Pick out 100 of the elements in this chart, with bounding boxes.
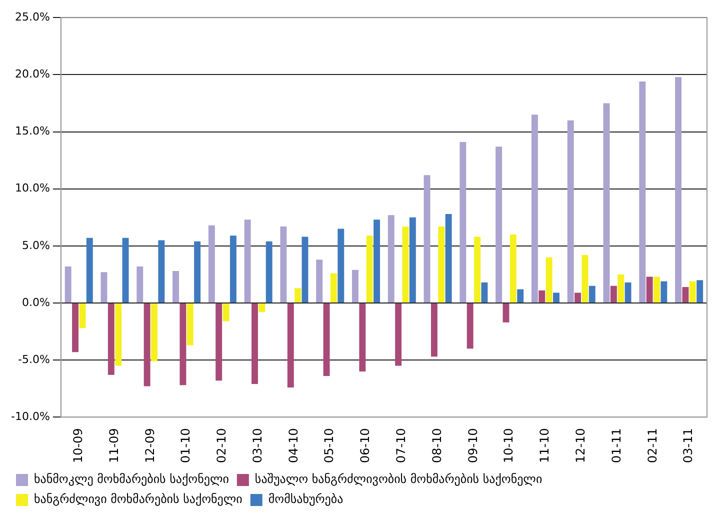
bar [72, 303, 78, 352]
bar [654, 276, 660, 302]
bar [553, 292, 560, 302]
legend-label: საშუალო ხანგრძლივობის მოხმარების საქონელი [254, 472, 542, 486]
bar [588, 286, 596, 302]
bar [531, 114, 538, 302]
bar [510, 234, 516, 302]
bar [222, 303, 230, 322]
bar [194, 241, 201, 302]
bar [395, 303, 402, 366]
bar [639, 82, 646, 302]
bar [438, 226, 445, 302]
bar [646, 276, 653, 302]
bar [294, 288, 302, 302]
legend-label: ხანმოკლე მოხმარების საქონელი [34, 472, 229, 486]
legend-label: ხანგრძლივი მოხმარების საქონელი [34, 492, 242, 506]
bar [603, 103, 610, 302]
bar [388, 215, 394, 302]
x-tick-label: 01-11 [609, 428, 624, 464]
bar [424, 175, 430, 302]
y-tick-label: -10.0% [10, 410, 50, 423]
x-tick-label: 12-10 [573, 428, 588, 464]
y-tick-label: 15.0% [14, 124, 50, 138]
bar [675, 76, 682, 302]
x-tick-label: 03-10 [250, 428, 264, 464]
bar [266, 241, 272, 302]
bar [208, 225, 215, 302]
bar [252, 303, 258, 384]
bar [172, 271, 180, 302]
bar [474, 236, 481, 302]
bar [517, 289, 524, 302]
bar [374, 220, 380, 302]
bar [244, 220, 251, 302]
bar [338, 228, 344, 302]
x-tick-label: 08-10 [430, 428, 444, 464]
bar [216, 303, 222, 381]
x-tick-label: 04-10 [286, 428, 300, 464]
bar [546, 257, 552, 302]
bar [144, 303, 150, 386]
bar [660, 281, 668, 302]
bar [79, 303, 86, 328]
bar [618, 274, 624, 302]
bar [366, 236, 373, 302]
x-tick-label: 02-11 [645, 428, 660, 464]
x-tick-label: 11-10 [538, 428, 552, 464]
bar [430, 303, 438, 357]
bar [689, 281, 696, 302]
bar [136, 266, 144, 302]
bar [445, 214, 452, 302]
bar [696, 280, 704, 302]
x-tick-label: 10-10 [502, 428, 516, 464]
legend-label: მომსახურება [268, 492, 344, 506]
x-tick-label: 09-10 [466, 428, 480, 464]
bar [481, 282, 488, 302]
bar [610, 286, 617, 302]
bar [316, 260, 323, 302]
y-tick-label: 20.0% [14, 68, 50, 81]
bar [682, 287, 689, 302]
bar [330, 273, 337, 302]
y-tick-label: 25.0% [14, 10, 50, 24]
bar [466, 303, 474, 349]
bar [151, 303, 158, 362]
x-tick-label: 05-10 [322, 428, 336, 464]
bar [115, 303, 122, 366]
bar [496, 146, 502, 302]
bar [122, 238, 129, 302]
bar [567, 120, 574, 302]
bar [302, 236, 308, 302]
bar [574, 292, 582, 302]
bar [100, 272, 108, 302]
x-tick-label: 10-09 [70, 428, 85, 464]
bar [538, 290, 546, 302]
bar [402, 226, 409, 302]
bar [108, 303, 114, 375]
x-tick-label: 07-10 [394, 428, 408, 464]
x-tick-label: 06-10 [358, 428, 372, 464]
bar [186, 303, 194, 346]
x-tick-label: 12-09 [142, 428, 157, 464]
x-tick-label: 02-10 [214, 428, 229, 464]
bar [230, 236, 236, 302]
bar [258, 303, 266, 312]
x-tick-label: 11-09 [106, 428, 121, 464]
bar [86, 238, 93, 302]
y-tick-label: 10.0% [14, 182, 50, 195]
y-tick-label: 5.0% [22, 238, 50, 252]
bar [460, 142, 466, 302]
y-tick-label: 0.0% [22, 296, 50, 309]
bar [158, 240, 165, 302]
bar [287, 303, 294, 388]
bar [624, 282, 632, 302]
bar [280, 226, 287, 302]
x-tick-label: 03-11 [681, 428, 696, 464]
bar [409, 217, 416, 302]
bar [502, 303, 510, 322]
bar [180, 303, 186, 386]
bar [64, 266, 72, 302]
bar [352, 270, 358, 302]
x-tick-label: 01-10 [178, 428, 193, 464]
bar [359, 303, 366, 372]
y-tick-label: -5.0% [18, 352, 50, 366]
